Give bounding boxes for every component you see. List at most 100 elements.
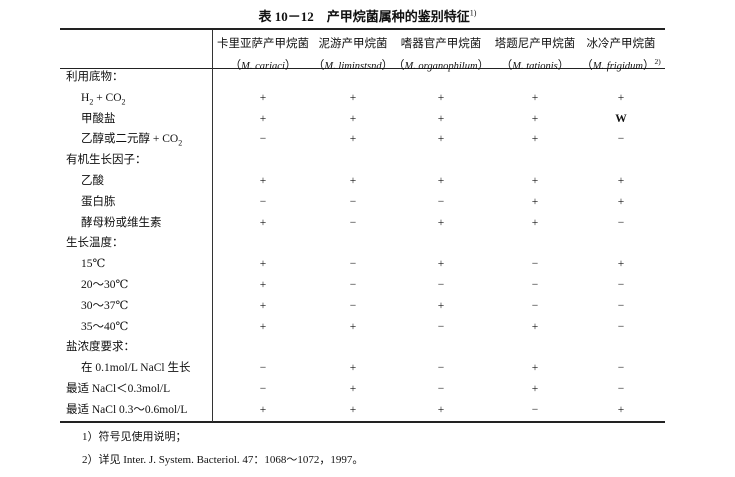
column-header-cn: 嗜器官产甲烷菌 (400, 38, 482, 50)
row-label: 20～30℃ (81, 275, 128, 296)
row-label-text: 35～40℃ (81, 320, 129, 333)
table-row: 20～30℃ + − − − − (60, 275, 665, 296)
table-row: 蛋白胨 − − − + + (60, 192, 665, 213)
cell-value: + (531, 383, 539, 395)
cell-value: + (437, 175, 445, 187)
cell-value: + (437, 91, 445, 104)
group-heading-row: 盐浓度要求： (60, 337, 665, 358)
table-row: 甲酸盐 + + + + W (60, 109, 665, 130)
cell-value: − (437, 362, 445, 375)
row-label-text: 在 0.1mol/L NaCl 生长 (81, 362, 191, 375)
column-header-cn: 塔题尼产甲烷菌 (494, 38, 576, 50)
row-label: 甲酸盐 (81, 109, 116, 130)
table-row: 最适 NaCl 0.3～0.6mol/L + + + − + (60, 400, 665, 421)
cell-value: + (531, 112, 539, 125)
row-label-text: 甲酸盐 (81, 112, 116, 125)
cell-value: + (437, 216, 445, 229)
cell-value: + (349, 403, 357, 416)
row-label: 在 0.1mol/L NaCl 生长 (81, 358, 190, 379)
cell-value: − (349, 216, 357, 229)
cell-value: − (617, 299, 625, 312)
subscript: 2 (121, 97, 126, 107)
latin-name: M. tationis (512, 60, 558, 72)
table-row: 30～37℃ + − + − − (60, 296, 665, 317)
cell-value: + (259, 279, 267, 291)
latin-name: M. frigidum (592, 60, 643, 72)
column-header: 嗜器官产甲烷菌 （M. organophilum） (381, 36, 501, 75)
cell-value: + (437, 299, 445, 312)
row-label: 最适 NaCl 0.3～0.6mol/L (66, 400, 187, 421)
latin-name: M. organophilum (404, 60, 478, 72)
row-label-text: 乙醇或二元醇 + CO (81, 133, 179, 146)
cell-value: + (617, 403, 625, 416)
cell-value: − (259, 133, 267, 146)
row-label: 乙酸 (81, 171, 104, 192)
cell-value: − (349, 299, 357, 312)
cell-value: + (349, 320, 357, 333)
row-label-text: 最适 NaCl 0.3～0.6mol/L (66, 403, 188, 416)
column-header: 泥游产甲烷菌 （M. liminstsnd） (293, 36, 413, 75)
cell-value: − (349, 195, 357, 208)
cell-value: + (349, 362, 357, 375)
row-label-text: H (81, 91, 90, 104)
column-header: 卡里亚萨产甲烷菌 （M. cariaci） (203, 36, 323, 75)
cell-value: − (259, 362, 267, 375)
row-label: H2 + CO2 (81, 88, 126, 112)
table-row: 最适 NaCl＜0.3mol/L − + − + − (60, 379, 665, 400)
cell-value: + (531, 216, 539, 229)
latin-name: M. cariaci (241, 60, 285, 72)
column-header-latin: （M. frigidum）2) (581, 57, 661, 72)
cell-value: + (259, 91, 267, 104)
row-label-text: 最适 NaCl＜0.3mol/L (66, 383, 171, 395)
column-header: 冰冷产甲烷菌 （M. frigidum）2) (561, 36, 681, 75)
table-row: 在 0.1mol/L NaCl 生长 − + − + − (60, 358, 665, 379)
row-label-text: 乙酸 (81, 175, 104, 187)
cell-value: − (437, 195, 445, 208)
column-header-cn: 泥游产甲烷菌 (318, 38, 388, 50)
row-label-text: 蛋白胨 (81, 195, 116, 208)
cell-value: − (531, 299, 539, 312)
row-label: 有机生长因子： (66, 150, 147, 171)
cell-value: − (617, 279, 625, 291)
table-row: H2 + CO2 + + + + + (60, 88, 665, 109)
cell-value: + (349, 133, 357, 146)
cell-value: − (437, 320, 445, 333)
cell-value: − (531, 403, 539, 416)
latin-name: M. liminstsnd (324, 60, 382, 72)
row-label-text: 15℃ (81, 258, 106, 271)
row-label: 15℃ (81, 254, 105, 275)
cell-value: + (437, 258, 445, 271)
footnote-mark: 2) (654, 57, 661, 66)
group-heading-row: 有机生长因子： (60, 150, 665, 171)
subscript: 2 (89, 97, 94, 107)
cell-value: + (259, 175, 267, 187)
row-label: 最适 NaCl＜0.3mol/L (66, 379, 170, 400)
cell-value: + (617, 175, 625, 187)
cell-value: − (349, 279, 357, 291)
header-rule (60, 68, 665, 69)
row-label-text: 有机生长因子： (66, 154, 147, 167)
cell-value: − (617, 362, 625, 375)
group-heading-row: 利用底物： (60, 67, 665, 88)
row-label-text: 生长温度： (66, 237, 124, 250)
column-header-latin: （M. cariaci） (229, 59, 297, 72)
cell-value: − (617, 383, 625, 395)
cell-value: + (617, 195, 625, 208)
cell-value: + (531, 320, 539, 333)
cell-value: − (349, 258, 357, 271)
cell-value: + (437, 112, 445, 125)
cell-value: − (617, 320, 625, 333)
cell-value: + (531, 362, 539, 375)
row-label: 30～37℃ (81, 296, 128, 317)
cell-value: + (617, 91, 625, 104)
table-row: 乙醇或二元醇 + CO2 − + + + − (60, 129, 665, 150)
cell-value: − (617, 216, 625, 229)
cell-value: + (531, 91, 539, 104)
row-label: 35～40℃ (81, 317, 128, 338)
column-header-cn: 冰冷产甲烷菌 (586, 38, 656, 50)
cell-value: + (531, 195, 539, 208)
row-label-text: 盐浓度要求： (66, 341, 135, 354)
footnote-2: 2）详见 Inter. J. System. Bacteriol. 47：106… (82, 454, 364, 466)
cell-value: + (437, 403, 445, 416)
column-header-latin: （M. liminstsnd） (312, 59, 394, 72)
